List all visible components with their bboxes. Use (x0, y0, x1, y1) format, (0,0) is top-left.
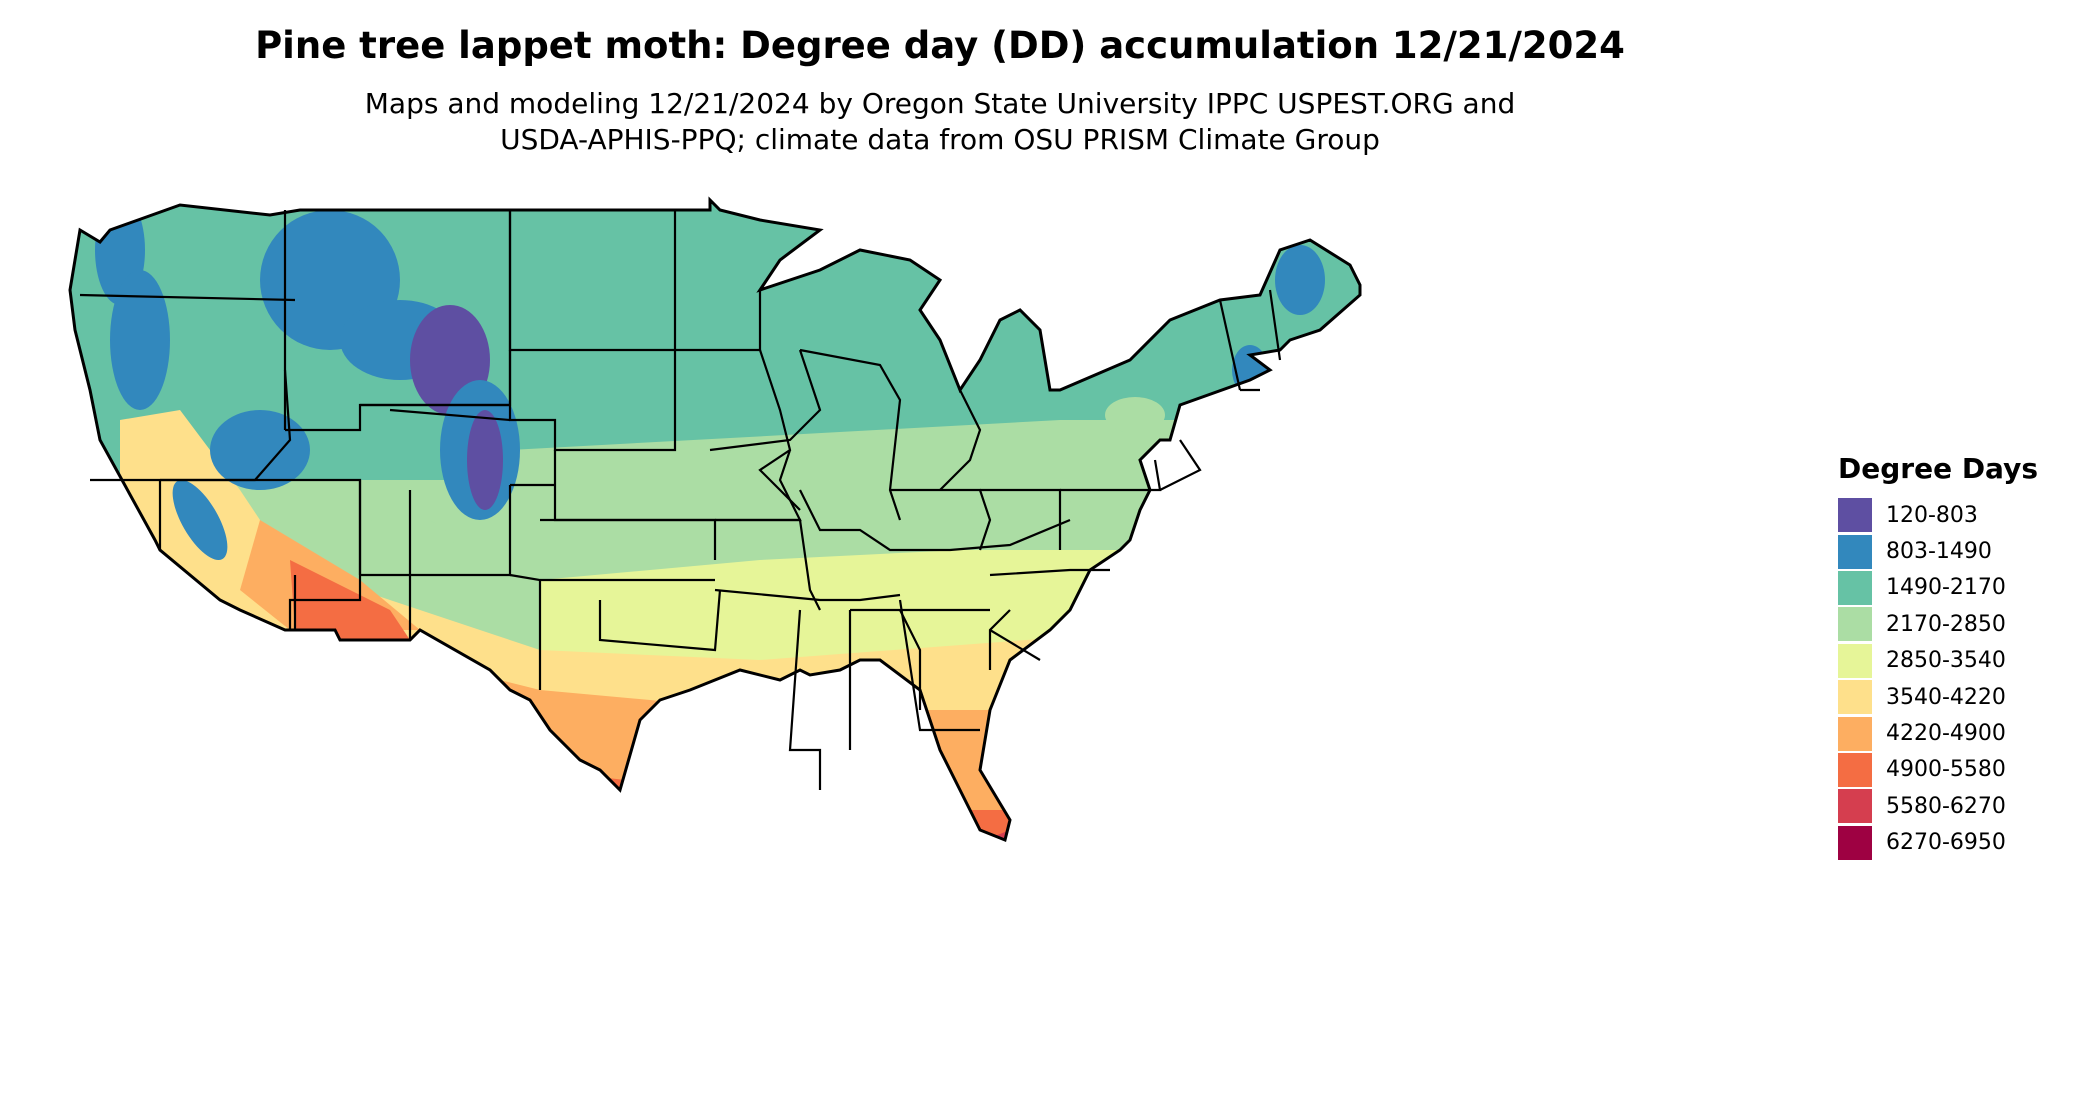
legend-label: 5580-6270 (1886, 793, 2006, 819)
legend-label: 803-1490 (1886, 539, 1992, 565)
legend-item: 4220-4900 (1838, 715, 2038, 751)
state-borders (79, 210, 1282, 790)
subtitle-line-2: USDA-APHIS-PPQ; climate data from OSU PR… (500, 123, 1380, 156)
legend-items: 120-803 803-1490 1490-2170 2170-2850 2850-35… (1838, 497, 2038, 861)
legend-item: 2170-2850 (1838, 606, 2038, 642)
legend-swatch (1838, 716, 1872, 751)
legend-label: 2170-2850 (1886, 611, 2006, 637)
band-4900-5580 (70, 710, 1360, 840)
map-title: Pine tree lappet moth: Degree day (DD) a… (255, 24, 1625, 67)
legend-title: Degree Days (1838, 452, 2039, 485)
northern-maine (1275, 245, 1325, 315)
legend-swatch (1838, 498, 1872, 533)
legend-label: 120-803 (1886, 502, 1978, 528)
legend-swatch (1838, 534, 1872, 569)
subtitle-line-1: Maps and modeling 12/21/2024 by Oregon S… (364, 87, 1516, 120)
cascades-south (110, 270, 170, 410)
pennsylvania-ridges (1105, 397, 1165, 433)
legend-item: 1490-2170 (1838, 570, 2038, 606)
legend-swatch (1838, 752, 1872, 787)
legend-label: 6270-6950 (1886, 830, 2006, 856)
legend-swatch (1838, 825, 1872, 860)
legend-label: 2850-3540 (1886, 648, 2006, 674)
map-subtitle: Maps and modeling 12/21/2024 by Oregon S… (0, 86, 1880, 158)
legend-label: 1490-2170 (1886, 575, 2006, 601)
band-5580-6270-fl (960, 830, 1060, 840)
four-corners (345, 515, 455, 585)
band-5580-6270-tx (540, 790, 660, 840)
legend-swatch (1838, 643, 1872, 678)
legend-item: 120-803 (1838, 497, 2038, 533)
degree-day-map (60, 190, 1760, 1110)
legend-label: 4220-4900 (1886, 721, 2006, 747)
legend-item: 6270-6950 (1838, 825, 2038, 861)
legend: Degree Days 120-803 803-1490 1490-2170 2170… (1838, 452, 2038, 861)
legend-label: 3540-4220 (1886, 684, 2006, 710)
legend-item: 3540-4220 (1838, 679, 2038, 715)
legend-label: 4900-5580 (1886, 757, 2006, 783)
sierra-nevada (172, 480, 228, 560)
band-4220-4900 (70, 610, 1360, 840)
legend-swatch (1838, 570, 1872, 605)
colorado-high-peaks (467, 410, 503, 510)
legend-item: 803-1490 (1838, 533, 2038, 569)
band-3540-4220 (70, 570, 1360, 840)
great-basin (210, 410, 310, 490)
legend-swatch (1838, 607, 1872, 642)
band-6270-6950 (980, 950, 1020, 1110)
legend-item: 4900-5580 (1838, 752, 2038, 788)
legend-item: 5580-6270 (1838, 788, 2038, 824)
us-map-svg (68, 198, 1362, 1110)
legend-swatch (1838, 789, 1872, 824)
band-2850-3540 (540, 550, 1360, 840)
legend-item: 2850-3540 (1838, 643, 2038, 679)
legend-swatch (1838, 680, 1872, 715)
